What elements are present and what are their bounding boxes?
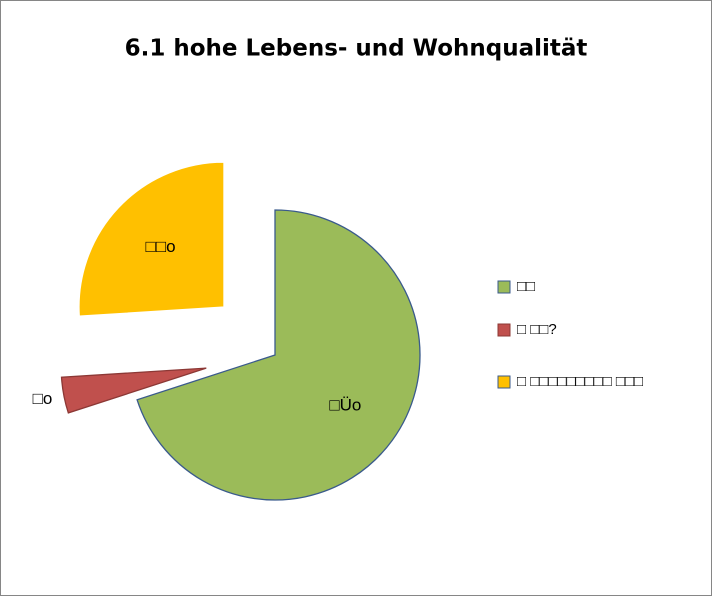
pie-slice: [60, 367, 207, 414]
pie-slice: [78, 161, 225, 317]
data-label: □o: [33, 389, 53, 408]
data-label: □□o: [146, 237, 176, 256]
legend-label: □ □□□□□□□□□ □□□: [517, 373, 643, 390]
legend-swatch: [497, 323, 511, 337]
legend-label: □ □□?: [517, 321, 557, 338]
chart-title: 6.1 hohe Lebens- und Wohnqualität: [125, 36, 588, 62]
legend-label: □□: [517, 278, 535, 295]
legend-swatch: [497, 280, 511, 294]
pie-slice: [136, 209, 421, 501]
data-label: □Üo: [329, 396, 361, 415]
legend-swatch: [497, 375, 511, 389]
